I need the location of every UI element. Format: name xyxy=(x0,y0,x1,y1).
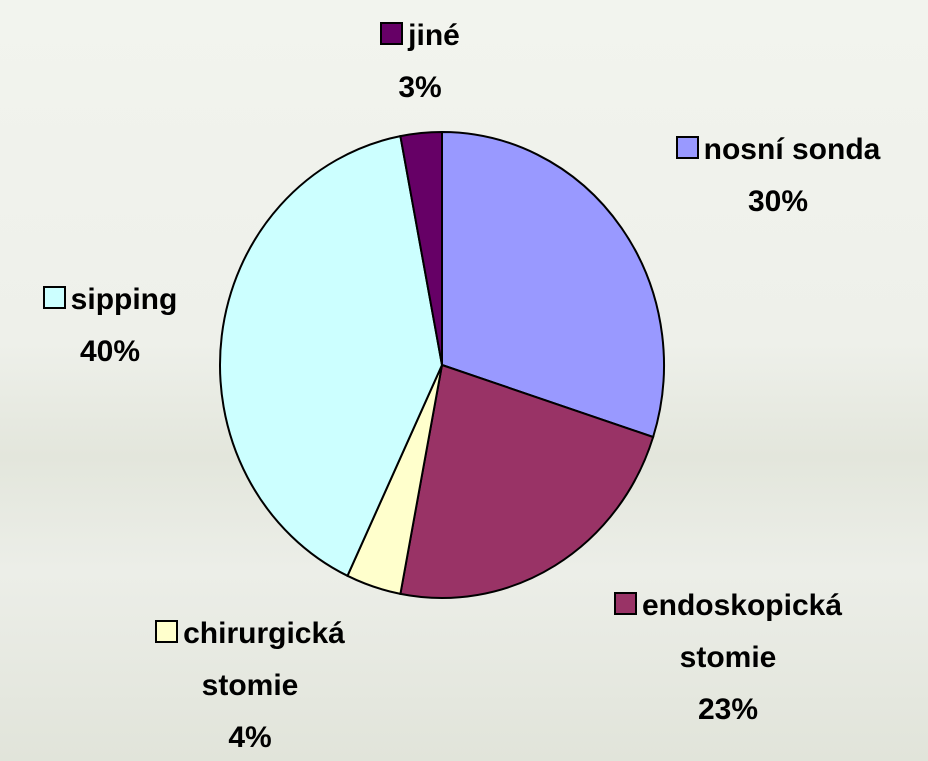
data-label: nosní sonda 30% xyxy=(618,124,928,228)
legend-swatch xyxy=(675,136,699,159)
value-label: 3% xyxy=(398,71,442,104)
legend-swatch xyxy=(613,592,637,615)
category-name: chirurgická stomie xyxy=(183,617,345,702)
category-name: endoskopická stomie xyxy=(641,589,843,674)
pie-slice xyxy=(441,130,665,439)
category-name: sipping xyxy=(70,283,178,316)
pie-slice xyxy=(399,363,655,599)
value-label: 4% xyxy=(228,721,272,754)
category-name: nosní sonda xyxy=(703,133,881,166)
category-name: jiné xyxy=(408,19,460,52)
pie-slice xyxy=(219,134,444,578)
pie-slice xyxy=(399,130,443,366)
legend-swatch xyxy=(380,22,404,45)
value-label: 23% xyxy=(697,693,759,726)
data-label: sipping 40% xyxy=(0,274,220,378)
value-label: 30% xyxy=(747,185,809,218)
value-label: 40% xyxy=(79,335,141,368)
data-label: chirurgická stomie 4% xyxy=(105,608,395,761)
data-label: endoskopická stomie 23% xyxy=(578,580,878,736)
legend-swatch xyxy=(155,620,179,643)
data-label: jiné 3% xyxy=(320,10,520,114)
legend-swatch xyxy=(42,286,66,309)
